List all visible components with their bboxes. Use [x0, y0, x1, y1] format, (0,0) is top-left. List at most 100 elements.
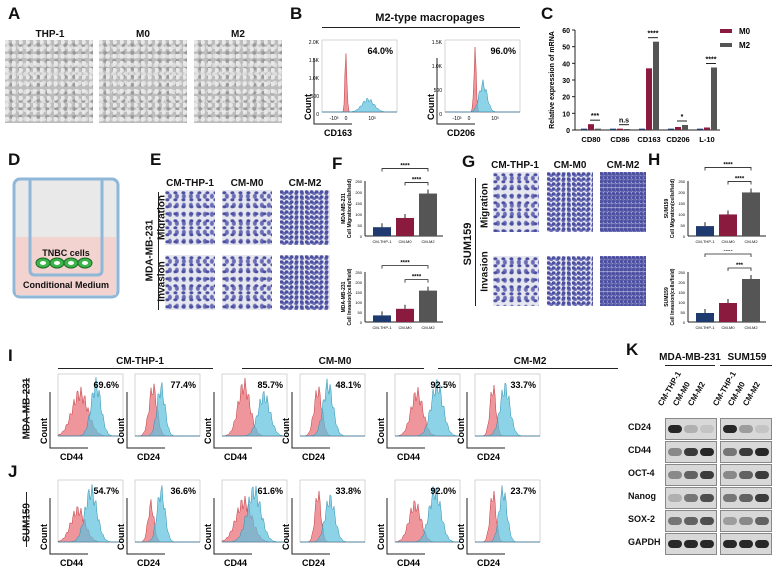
- b-xtick-label: 10³: [368, 116, 376, 122]
- j-plot-5-axis-arrows: [386, 498, 425, 555]
- i-plot-6-xlabel: CD24: [477, 452, 500, 462]
- f-inv-sig-label-2: ****: [412, 275, 422, 281]
- j-plot-4-axis-arrows: [291, 498, 330, 555]
- h-mig-bar: [719, 214, 737, 236]
- e-cell-line: MDA-MB-231: [144, 219, 156, 282]
- b-ytick-label: 1.0K: [432, 64, 443, 70]
- j-plot-3-ylabel: Count: [203, 524, 213, 550]
- c-ytick-label: 20: [562, 95, 570, 102]
- c-bar-m0: [675, 127, 681, 130]
- c-xtick-label: CD206: [666, 135, 689, 144]
- ij-group-m2: CM-M2: [513, 356, 547, 367]
- h-inv-sig-label-2: ***: [736, 263, 744, 269]
- c-bar-m2: [595, 128, 601, 130]
- f-mig-ytick-label: 100: [355, 212, 362, 217]
- j-plot-3-axis-arrows: [213, 498, 252, 555]
- panel-label-a: A: [8, 4, 21, 23]
- c-sig-label: ****: [706, 57, 717, 64]
- i-plot-5-axis-arrows: [386, 392, 425, 449]
- b-xtick-label: 0: [345, 116, 348, 122]
- b-plot-2-ylabel: Count: [426, 94, 436, 120]
- ij-group-line-m2: [438, 368, 618, 369]
- f-mig-ytick-label: 200: [355, 190, 362, 195]
- i-plot-2-ylabel: Count: [116, 418, 126, 444]
- ij-group-m0: CM-M0: [318, 356, 352, 367]
- k-band: [723, 448, 737, 456]
- k-protein-label: SOX-2: [628, 514, 656, 524]
- h-mig-bar: [742, 192, 760, 236]
- k-band: [684, 471, 698, 479]
- b-title: M2-type macropages: [375, 12, 485, 24]
- k-band: [739, 517, 753, 525]
- e-row-line: [158, 192, 159, 310]
- k-protein-label: Nanog: [628, 491, 656, 501]
- i-plot-3-xlabel: CD44: [224, 452, 247, 462]
- h-migration-chart: 0 50 100 150 200 250 SUM159 Cell Migration(cell…: [664, 162, 766, 244]
- i-plot-4-axis-arrows: [291, 392, 330, 449]
- i-plot-5-ylabel: Count: [376, 418, 386, 444]
- c-sig-label: ***: [591, 113, 599, 120]
- b-plot-1-percent: 64.0%: [367, 46, 393, 56]
- i-plot-5-xlabel: CD44: [397, 452, 420, 462]
- k-blot-nanog: [720, 487, 772, 509]
- k-band: [739, 425, 753, 433]
- e-col-m2: CM-M2: [288, 178, 322, 189]
- g-image-inv-m0: [547, 256, 593, 306]
- k-band: [668, 494, 682, 502]
- c-legend-swatch: [720, 43, 732, 47]
- j-plot-2-ylabel: Count: [116, 524, 126, 550]
- ij-group-thp1: CM-THP-1: [116, 356, 164, 367]
- j-plot-1-axis-arrows: [49, 498, 88, 555]
- f-inv-ytick-label: 0: [360, 320, 363, 325]
- k-blot-cd24: [720, 418, 772, 440]
- c-bar-thp-1: [697, 128, 703, 130]
- g-image-inv-m2: [600, 256, 646, 306]
- j-plot-2-axis-arrows: [126, 498, 165, 555]
- panel-label-k: K: [626, 340, 639, 359]
- h-mig-ylabel: Cell Migration(cells/field): [670, 179, 676, 239]
- c-legend-label: M2: [739, 41, 751, 50]
- c-bar-m0: [588, 124, 594, 130]
- c-xtick-label: CD86: [610, 135, 629, 144]
- k-band: [755, 448, 769, 456]
- f-inv-sig-label-1: ****: [400, 261, 410, 267]
- j-plot-1-xlabel: CD44: [60, 558, 83, 568]
- e-image-mig-m2: [280, 190, 330, 245]
- h-inv-sig-bracket-2: [727, 267, 752, 271]
- g-cell-line: SUM159: [462, 222, 474, 266]
- j-plot-4-sample-histogram: [300, 494, 365, 543]
- f-inv-ytick-label: 50: [358, 310, 363, 315]
- f-invasion-chart: 0 50 100 150 200 250 MDA-MB-231 Cell Invasion(c…: [341, 261, 443, 330]
- g-col-thp1: CM-THP-1: [491, 160, 539, 171]
- g-col-m2: CM-M2: [606, 160, 640, 171]
- k-band: [700, 425, 714, 433]
- k-band: [668, 425, 682, 433]
- e-image-inv-m0: [222, 255, 272, 310]
- k-line-sum: [720, 365, 772, 366]
- j-plot-3-xlabel: CD44: [224, 558, 247, 568]
- d-cells: [35, 257, 93, 269]
- k-protein-label: CD44: [628, 445, 652, 455]
- k-band: [723, 517, 737, 525]
- panel-label-e: E: [150, 150, 162, 169]
- f-mig-xtick-label: CM-THP-1: [372, 239, 392, 244]
- c-xtick-label: CD163: [637, 135, 660, 144]
- c-xtick-label: L-10: [699, 135, 714, 144]
- e-col-thp1: CM-THP-1: [166, 178, 214, 189]
- k-band: [668, 471, 682, 479]
- f-mig-ytick-label: 250: [355, 179, 362, 184]
- f-mig-sig-label-1: ****: [400, 164, 410, 170]
- k-band: [700, 540, 714, 548]
- c-bar-m2: [711, 67, 717, 130]
- k-band: [723, 471, 737, 479]
- b-ytick-label: 500: [434, 88, 443, 94]
- k-band: [668, 448, 682, 456]
- g-image-mig-thp1: [493, 172, 539, 232]
- panel-label-b: B: [290, 4, 303, 23]
- f-inv-bar: [373, 315, 391, 322]
- h-inv-xtick-label: CM-THP-1: [695, 325, 715, 330]
- h-mig-ytick-label: 0: [683, 234, 686, 239]
- k-band: [739, 540, 753, 548]
- i-plot-6-axis-arrows: [466, 392, 505, 449]
